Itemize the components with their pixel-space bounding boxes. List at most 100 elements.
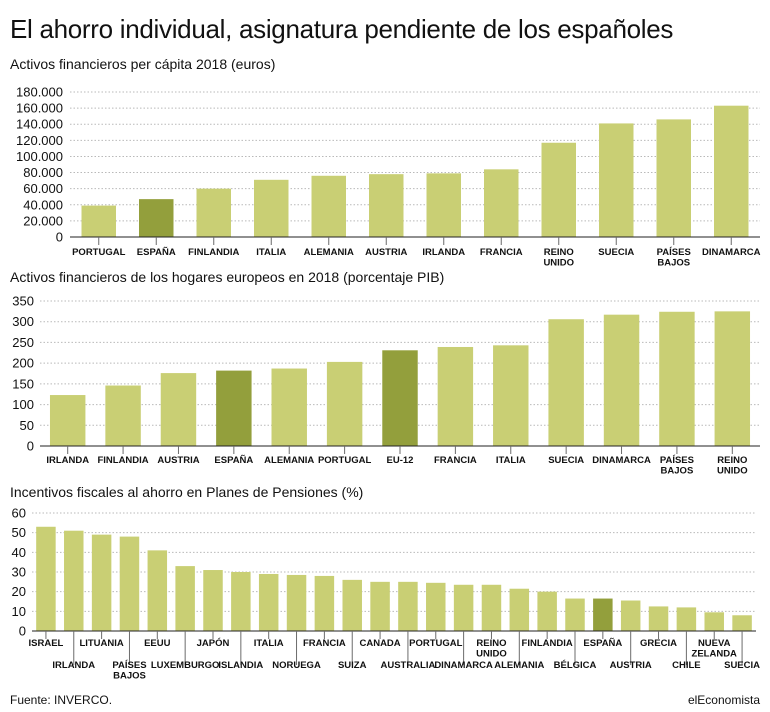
category-label-irlanda: IRLANDA [52, 660, 95, 671]
bar-reino-unido [541, 142, 576, 237]
bar-austria [160, 373, 197, 446]
category-label-reino-unido: REINO UNIDO [717, 455, 748, 477]
y-tick-label: 0 [19, 624, 26, 639]
category-label-alemania: ALEMANIA [304, 247, 354, 258]
category-label-noruega: NORUEGA [272, 660, 321, 671]
category-label-lituania: LITUANIA [79, 638, 123, 649]
y-tick-label: 100.000 [16, 149, 63, 164]
y-tick-label: 140.000 [16, 117, 63, 132]
bar-australia [398, 581, 418, 631]
category-label-irlanda: IRLANDA [422, 247, 465, 258]
bar-irlanda [49, 395, 86, 446]
bar-irlanda [64, 530, 84, 631]
y-tick-label: 300 [12, 314, 34, 329]
bar-austria [620, 600, 641, 631]
category-label-alemania: ALEMANIA [494, 660, 544, 671]
bar-luxemburgo [175, 566, 195, 631]
category-label-espana: ESPAÑA [214, 455, 253, 466]
bar-irlanda [426, 173, 461, 237]
category-label-finlandia: FINLANDIA [97, 455, 148, 466]
bar-alemania [311, 175, 346, 237]
category-label-nueva-zelanda: NUEVA ZELANDA [692, 638, 738, 660]
category-label-belgica: BÉLGICA [554, 660, 597, 671]
y-tick-label: 250 [12, 335, 34, 350]
bar-nueva-zelanda [704, 612, 724, 631]
category-label-reino-unido: REINO UNIDO [543, 247, 574, 269]
category-label-eeuu: EEUU [144, 638, 171, 649]
bar-eeuu [147, 550, 168, 631]
category-label-dinamarca: DINAMARCA [702, 247, 761, 258]
category-label-suiza: SUIZA [338, 660, 367, 671]
category-label-eu-12: EU-12 [387, 455, 414, 466]
category-label-paises-bajos: PAÍSES BAJOS [112, 660, 146, 682]
category-label-austria: AUSTRIA [610, 660, 652, 671]
chart2-title: Activos financieros de los hogares europ… [10, 269, 445, 285]
y-tick-label: 80.000 [23, 165, 63, 180]
category-label-finlandia: FINLANDIA [522, 638, 573, 649]
category-label-chile: CHILE [672, 660, 701, 671]
chart3-title: Incentivos fiscales al ahorro en Planes … [10, 484, 364, 500]
category-label-francia: FRANCIA [303, 638, 346, 649]
category-label-portugal: PORTUGAL [72, 247, 126, 258]
chart1-title: Activos financieros per cápita 2018 (eur… [10, 56, 276, 72]
y-tick-label: 20.000 [23, 213, 63, 228]
category-label-italia: ITALIA [496, 455, 526, 466]
y-tick-label: 350 [12, 294, 34, 309]
bar-italia [493, 345, 529, 446]
bar-dinamarca [453, 584, 474, 631]
bar-paises-bajos [656, 119, 691, 237]
category-label-italia: ITALIA [254, 638, 284, 649]
category-label-israel: ISRAEL [29, 638, 64, 649]
y-tick-label: 20 [12, 584, 26, 599]
category-label-grecia: GRECIA [640, 638, 677, 649]
bar-francia [437, 346, 474, 446]
category-label-dinamarca: DINAMARCA [592, 455, 651, 466]
category-label-austria: AUSTRIA [157, 455, 199, 466]
brand-logo-text: elEconomista [687, 693, 760, 707]
category-label-portugal: PORTUGAL [318, 455, 372, 466]
bar-suiza [342, 579, 362, 631]
category-label-portugal: PORTUGAL [409, 638, 463, 649]
chart-per-capita-assets: 020.00040.00060.00080.000100.000120.0001… [16, 85, 761, 269]
category-label-suecia: SUECIA [598, 247, 634, 258]
bar-paises-bajos [119, 536, 140, 631]
bar-dinamarca [714, 105, 749, 237]
bar-grecia [648, 606, 669, 631]
y-tick-label: 100 [12, 397, 34, 412]
y-tick-label: 30 [12, 565, 26, 580]
bar-portugal [426, 582, 446, 631]
category-label-irlanda: IRLANDA [46, 455, 89, 466]
bar-espana [216, 370, 252, 446]
bar-finlandia [537, 591, 557, 631]
y-tick-label: 10 [12, 604, 26, 619]
bar-italia [258, 573, 279, 631]
bar-israel [36, 526, 56, 631]
bar-italia [254, 179, 289, 237]
y-tick-label: 50 [20, 418, 34, 433]
y-tick-label: 60 [12, 506, 26, 521]
y-tick-label: 120.000 [16, 133, 63, 148]
category-label-dinamarca: DINAMARCA [434, 660, 493, 671]
category-label-alemania: ALEMANIA [264, 455, 314, 466]
category-label-suecia: SUECIA [724, 660, 760, 671]
y-tick-label: 40 [12, 545, 26, 560]
bar-francia [314, 575, 335, 631]
category-label-italia: ITALIA [256, 247, 286, 258]
bar-paises-bajos [659, 311, 695, 446]
category-label-austria: AUSTRIA [365, 247, 407, 258]
source-note: Fuente: INVERCO. [10, 693, 113, 707]
chart-household-assets-gdp: 0 50 100 150 200 250 300 350 IRLANDA FINLANDIA AUS… [12, 294, 760, 477]
bar-alemania [271, 368, 307, 446]
bar-suecia [732, 615, 752, 631]
bar-japon [203, 570, 223, 631]
bar-portugal [326, 361, 363, 446]
chart-pension-tax-incentives: 0 10 20 30 40 50 60 ISRAEL IRLANDA LITUANIA PAÍSES… [12, 506, 761, 682]
y-tick-label: 60.000 [23, 181, 63, 196]
bar-finlandia [105, 385, 141, 446]
category-label-espana: ESPAÑA [583, 638, 622, 649]
bar-espana [593, 598, 613, 631]
category-label-espana: ESPAÑA [137, 247, 176, 258]
y-tick-label: 160.000 [16, 101, 63, 116]
bar-reino-unido [481, 584, 502, 631]
category-label-francia: FRANCIA [480, 247, 523, 258]
